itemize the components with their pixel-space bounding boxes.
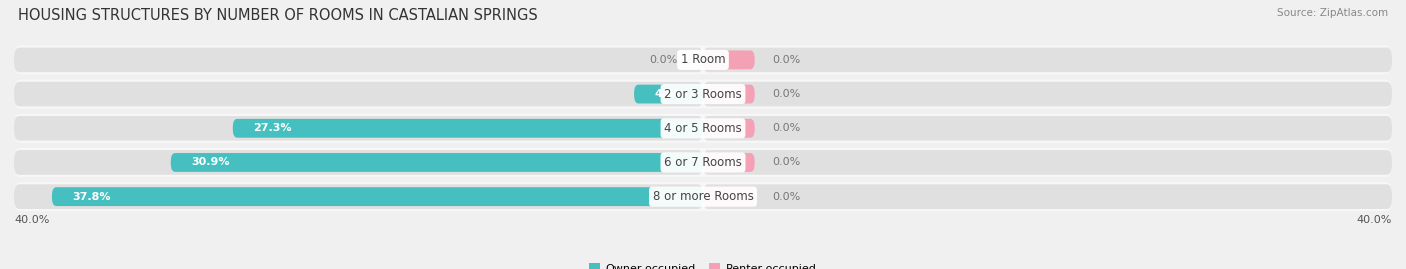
FancyBboxPatch shape (14, 45, 1392, 75)
FancyBboxPatch shape (703, 85, 755, 104)
Text: Source: ZipAtlas.com: Source: ZipAtlas.com (1277, 8, 1388, 18)
Text: 40.0%: 40.0% (14, 215, 49, 225)
FancyBboxPatch shape (703, 150, 1392, 175)
Text: 37.8%: 37.8% (73, 192, 111, 202)
Text: 0.0%: 0.0% (772, 55, 800, 65)
FancyBboxPatch shape (14, 182, 1392, 211)
FancyBboxPatch shape (14, 80, 1392, 109)
FancyBboxPatch shape (703, 184, 1392, 209)
FancyBboxPatch shape (703, 82, 1392, 106)
Legend: Owner-occupied, Renter-occupied: Owner-occupied, Renter-occupied (589, 263, 817, 269)
Text: HOUSING STRUCTURES BY NUMBER OF ROOMS IN CASTALIAN SPRINGS: HOUSING STRUCTURES BY NUMBER OF ROOMS IN… (18, 8, 538, 23)
FancyBboxPatch shape (634, 85, 703, 104)
FancyBboxPatch shape (14, 114, 1392, 143)
FancyBboxPatch shape (170, 153, 703, 172)
Text: 2 or 3 Rooms: 2 or 3 Rooms (664, 88, 742, 101)
Text: 1 Room: 1 Room (681, 53, 725, 66)
Text: 4 or 5 Rooms: 4 or 5 Rooms (664, 122, 742, 135)
Text: 0.0%: 0.0% (772, 123, 800, 133)
Text: 27.3%: 27.3% (253, 123, 292, 133)
FancyBboxPatch shape (14, 184, 703, 209)
Text: 4.0%: 4.0% (655, 89, 686, 99)
FancyBboxPatch shape (703, 51, 755, 69)
FancyBboxPatch shape (703, 116, 1392, 141)
FancyBboxPatch shape (14, 150, 703, 175)
FancyBboxPatch shape (52, 187, 703, 206)
Text: 0.0%: 0.0% (772, 157, 800, 168)
FancyBboxPatch shape (14, 48, 703, 72)
FancyBboxPatch shape (233, 119, 703, 138)
FancyBboxPatch shape (703, 153, 755, 172)
FancyBboxPatch shape (703, 187, 755, 206)
Text: 0.0%: 0.0% (650, 55, 678, 65)
FancyBboxPatch shape (703, 119, 755, 138)
FancyBboxPatch shape (14, 116, 703, 141)
FancyBboxPatch shape (14, 148, 1392, 177)
FancyBboxPatch shape (703, 48, 1392, 72)
Text: 8 or more Rooms: 8 or more Rooms (652, 190, 754, 203)
Text: 40.0%: 40.0% (1357, 215, 1392, 225)
Text: 30.9%: 30.9% (191, 157, 231, 168)
Text: 0.0%: 0.0% (772, 192, 800, 202)
Text: 6 or 7 Rooms: 6 or 7 Rooms (664, 156, 742, 169)
FancyBboxPatch shape (14, 82, 703, 106)
Text: 0.0%: 0.0% (772, 89, 800, 99)
